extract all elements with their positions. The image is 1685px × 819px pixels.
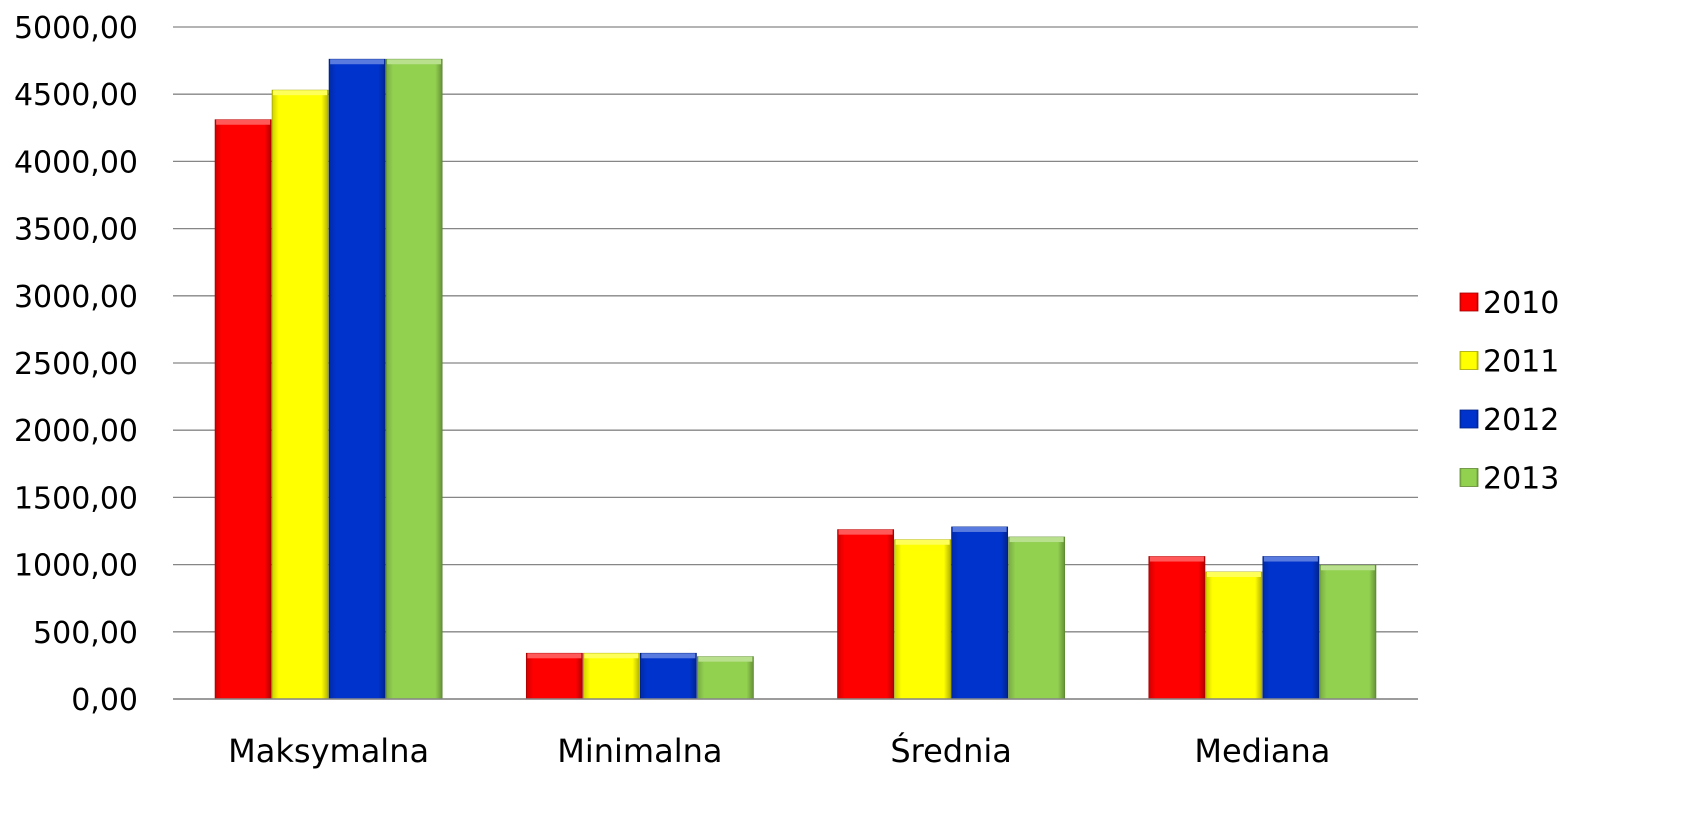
bar-2011-1 bbox=[582, 652, 640, 700]
bar-top-bevel bbox=[216, 119, 271, 125]
x-category-label: Mediana bbox=[1194, 732, 1330, 770]
y-tick-label: 2500,00 bbox=[14, 347, 138, 382]
legend-swatch bbox=[1459, 292, 1479, 312]
bar-2010-2 bbox=[837, 529, 895, 700]
y-tick-label: 1500,00 bbox=[14, 481, 138, 516]
bar-top-bevel bbox=[527, 653, 582, 659]
x-axis: Maksymalna Minimalna Średnia Mediana bbox=[173, 698, 1418, 770]
bar-2012-1 bbox=[639, 652, 697, 700]
bar-top-bevel bbox=[1320, 565, 1375, 571]
bar-2012-2 bbox=[951, 526, 1009, 700]
legend-swatch bbox=[1459, 409, 1479, 429]
bar-top-bevel bbox=[273, 90, 328, 96]
legend-label: 2013 bbox=[1483, 462, 1559, 497]
legend-swatch bbox=[1459, 468, 1479, 487]
bar-top-bevel bbox=[584, 653, 639, 659]
legend-swatch bbox=[1459, 351, 1479, 370]
legend-item-2011: 2011 bbox=[1459, 345, 1559, 380]
legend-label: 2012 bbox=[1483, 403, 1559, 438]
y-tick-label: 4000,00 bbox=[14, 145, 138, 180]
y-tick-label: 0,00 bbox=[71, 683, 138, 718]
series-2011 bbox=[271, 89, 1263, 700]
bar-top-bevel bbox=[895, 539, 950, 545]
bar-top-bevel bbox=[1206, 571, 1261, 577]
bar-2012-0 bbox=[328, 58, 386, 700]
bar-2010-1 bbox=[525, 652, 583, 700]
bar-top-bevel bbox=[698, 656, 753, 662]
bar-top-bevel bbox=[1009, 537, 1064, 543]
x-category-label: Średnia bbox=[890, 731, 1012, 770]
y-tick-label: 500,00 bbox=[33, 616, 138, 651]
y-tick-label: 5000,00 bbox=[14, 11, 138, 46]
y-tick-label: 3500,00 bbox=[14, 213, 138, 248]
legend-item-2012: 2012 bbox=[1459, 403, 1559, 438]
bar-top-bevel bbox=[641, 653, 696, 659]
y-tick-label: 3000,00 bbox=[14, 280, 138, 315]
bar-2013-0 bbox=[385, 58, 443, 700]
legend-item-2010: 2010 bbox=[1459, 286, 1559, 321]
legend: 2010 2011 2012 2013 bbox=[1459, 286, 1559, 497]
bar-2010-0 bbox=[214, 119, 272, 700]
bar-2011-3 bbox=[1205, 571, 1263, 700]
bar-2013-3 bbox=[1319, 564, 1377, 700]
bar-top-bevel bbox=[952, 526, 1007, 532]
legend-label: 2011 bbox=[1483, 345, 1559, 380]
legend-item-2013: 2013 bbox=[1459, 462, 1559, 497]
legend-label: 2010 bbox=[1483, 286, 1559, 321]
x-category-label: Minimalna bbox=[557, 732, 722, 770]
bar-top-bevel bbox=[1149, 556, 1204, 562]
y-axis-tick-labels: 0,00 500,00 1000,00 1500,00 2000,00 2500,00 30… bbox=[14, 11, 138, 718]
bar-2011-2 bbox=[894, 539, 952, 700]
bar-2013-1 bbox=[696, 656, 754, 700]
y-tick-label: 2000,00 bbox=[14, 414, 138, 449]
bar-top-bevel bbox=[330, 59, 385, 65]
series-2013 bbox=[385, 58, 1377, 700]
bar-2012-3 bbox=[1262, 556, 1320, 700]
bar-top-bevel bbox=[387, 59, 442, 65]
series-2010 bbox=[214, 119, 1206, 700]
y-tick-label: 4500,00 bbox=[14, 78, 138, 113]
bar-2010-3 bbox=[1148, 556, 1206, 700]
series-2012 bbox=[328, 58, 1320, 700]
bar-top-bevel bbox=[838, 529, 893, 535]
y-tick-label: 1000,00 bbox=[14, 549, 138, 584]
bar-top-bevel bbox=[1263, 556, 1318, 562]
x-category-label: Maksymalna bbox=[228, 732, 429, 770]
bar-2013-2 bbox=[1008, 536, 1066, 700]
bar-series bbox=[214, 58, 1377, 700]
bar-2011-0 bbox=[271, 89, 329, 700]
